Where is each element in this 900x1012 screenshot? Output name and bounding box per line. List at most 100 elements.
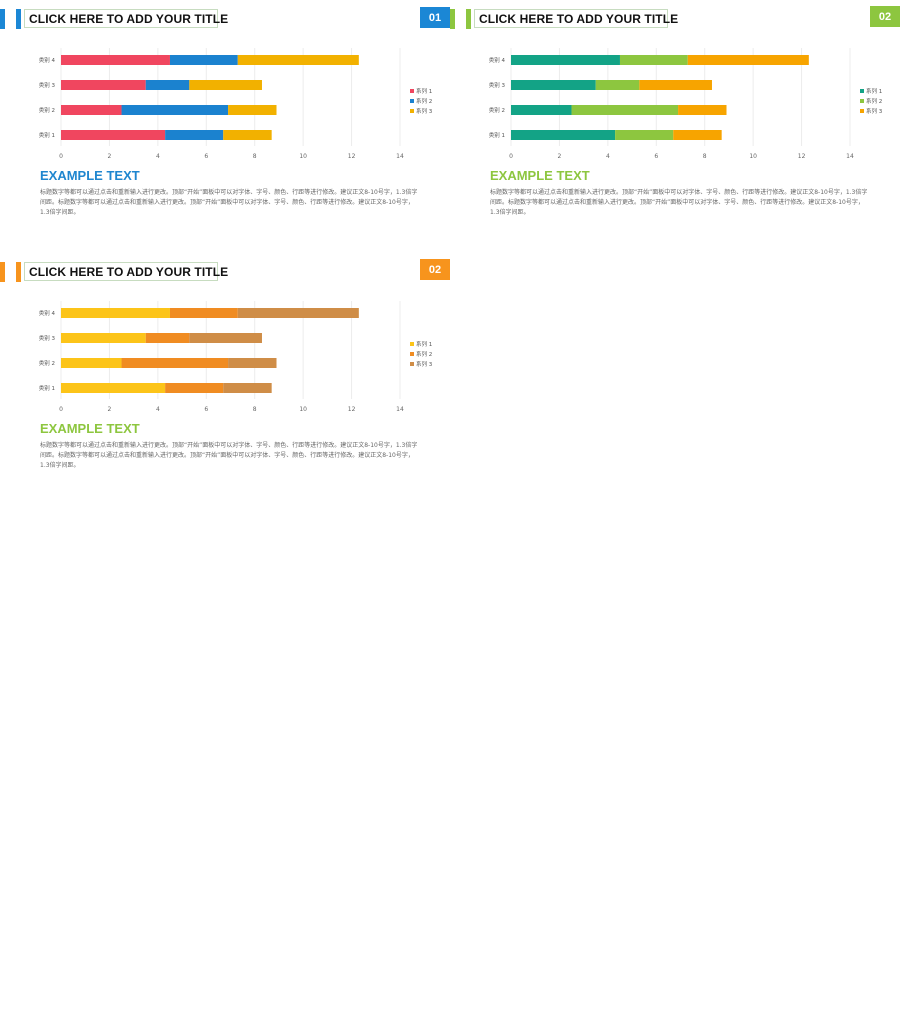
x-tick-label: 8 (703, 153, 707, 160)
corner-number-badge: 02 (870, 6, 900, 27)
bar-segment (511, 105, 572, 115)
bar-segment (228, 358, 277, 368)
slide-title: CLICK HERE TO ADD YOUR TITLE (29, 11, 229, 26)
bar-segment (228, 105, 277, 115)
bar-segment (121, 358, 229, 368)
example-heading: EXAMPLE TEXT (40, 168, 140, 183)
accent-bar (16, 262, 21, 282)
x-tick-label: 8 (253, 153, 257, 160)
body-text: 标题数字等都可以通过点击和重新输入进行更改。顶部“开始”面板中可以对字体、字号、… (490, 189, 868, 216)
bar-segment (687, 55, 809, 65)
category-label: 类别 4 (489, 56, 506, 64)
x-tick-label: 6 (204, 153, 208, 160)
bar-segment (165, 383, 224, 393)
slide-title: CLICK HERE TO ADD YOUR TITLE (479, 11, 679, 26)
bar-segment (237, 308, 359, 318)
title-box[interactable]: CLICK HERE TO ADD YOUR TITLE (24, 9, 228, 28)
category-label: 类别 4 (39, 309, 56, 317)
legend-label: 系列 1 (866, 87, 882, 95)
bar-segment (61, 308, 170, 318)
bar-segment (169, 55, 238, 65)
x-tick-label: 2 (558, 153, 562, 160)
bar-segment (511, 130, 616, 140)
x-tick-label: 10 (299, 406, 307, 413)
legend-swatch (410, 342, 414, 346)
bar-segment (61, 383, 166, 393)
category-label: 类别 1 (489, 131, 505, 139)
legend-label: 系列 1 (416, 87, 432, 95)
bar-segment (189, 333, 262, 343)
bar-segment (61, 105, 122, 115)
title-box[interactable]: CLICK HERE TO ADD YOUR TITLE (24, 262, 228, 281)
category-label: 类别 1 (39, 131, 55, 139)
category-label: 类别 3 (489, 81, 506, 89)
example-heading: EXAMPLE TEXT (490, 168, 590, 183)
bar-segment (237, 55, 359, 65)
legend-label: 系列 1 (416, 340, 432, 348)
x-tick-label: 4 (606, 153, 610, 160)
bar-segment (61, 333, 146, 343)
example-heading: EXAMPLE TEXT (40, 421, 140, 436)
bar-segment (619, 55, 688, 65)
bar-segment (223, 383, 272, 393)
bar-segment (145, 80, 190, 90)
x-tick-label: 10 (299, 153, 307, 160)
x-tick-label: 0 (509, 153, 513, 160)
accent-bar (0, 262, 5, 282)
legend-swatch (860, 109, 864, 113)
category-label: 类别 2 (39, 106, 55, 114)
x-tick-label: 2 (108, 153, 112, 160)
x-tick-label: 0 (59, 153, 63, 160)
accent-bar (466, 9, 471, 29)
stacked-bar-chart: 0 2 4 6 8 10 12 14 类别 1 类别 2 类别 3 类别 4 系列 1 系列 2 系列 3 (39, 301, 433, 413)
x-tick-label: 12 (348, 153, 356, 160)
legend-swatch (410, 352, 414, 356)
accent-bar (16, 9, 21, 29)
body-text: 标题数字等都可以通过点击和重新输入进行更改。顶部“开始”面板中可以对字体、字号、… (40, 189, 418, 216)
number-badge: 02 (420, 259, 450, 280)
category-label: 类别 1 (39, 384, 55, 392)
stacked-bar-chart: 0 2 4 6 8 10 12 14 类别 1 类别 2 类别 3 类别 4 系列 1 系列 2 系列 3 (39, 48, 433, 160)
category-label: 类别 2 (39, 359, 55, 367)
bar-segment (511, 80, 596, 90)
legend-swatch (410, 89, 414, 93)
title-box[interactable]: CLICK HERE TO ADD YOUR TITLE (474, 9, 678, 28)
bar-segment (678, 105, 727, 115)
category-label: 类别 2 (489, 106, 505, 114)
legend-label: 系列 2 (866, 97, 882, 105)
accent-bar (0, 9, 5, 29)
body-text: 标题数字等都可以通过点击和重新输入进行更改。顶部“开始”面板中可以对字体、字号、… (40, 442, 418, 469)
legend-swatch (860, 89, 864, 93)
bar-segment (223, 130, 272, 140)
slide-panel-1: CLICK HERE TO ADD YOUR TITLE 0 2 4 6 8 10 12 14… (0, 0, 450, 253)
slide-title: CLICK HERE TO ADD YOUR TITLE (29, 264, 229, 279)
bar-segment (189, 80, 262, 90)
bar-segment (121, 105, 229, 115)
bar-segment (673, 130, 722, 140)
x-tick-label: 6 (204, 406, 208, 413)
slide-panel-3: CLICK HERE TO ADD YOUR TITLE 02 0 2 4 6 8 10 1… (0, 253, 450, 506)
category-label: 类别 4 (39, 56, 56, 64)
legend-label: 系列 3 (416, 107, 433, 115)
x-tick-label: 14 (846, 153, 854, 160)
legend-label: 系列 3 (866, 107, 883, 115)
bar-segment (61, 130, 166, 140)
x-tick-label: 0 (59, 406, 63, 413)
bar-segment (595, 80, 640, 90)
stacked-bar-chart: 0 2 4 6 8 10 12 14 类别 1 类别 2 类别 3 类别 4 系列 1 系列 2 系列 3 (489, 48, 883, 160)
legend-swatch (410, 362, 414, 366)
bar-segment (165, 130, 224, 140)
accent-bar (450, 9, 455, 29)
bar-segment (145, 333, 190, 343)
legend-label: 系列 2 (416, 350, 432, 358)
legend-swatch (410, 109, 414, 113)
x-tick-label: 12 (798, 153, 806, 160)
bar-segment (169, 308, 238, 318)
x-tick-label: 10 (749, 153, 757, 160)
x-tick-label: 12 (348, 406, 356, 413)
x-tick-label: 4 (156, 153, 160, 160)
category-label: 类别 3 (39, 334, 56, 342)
bar-segment (639, 80, 712, 90)
x-tick-label: 14 (396, 406, 404, 413)
